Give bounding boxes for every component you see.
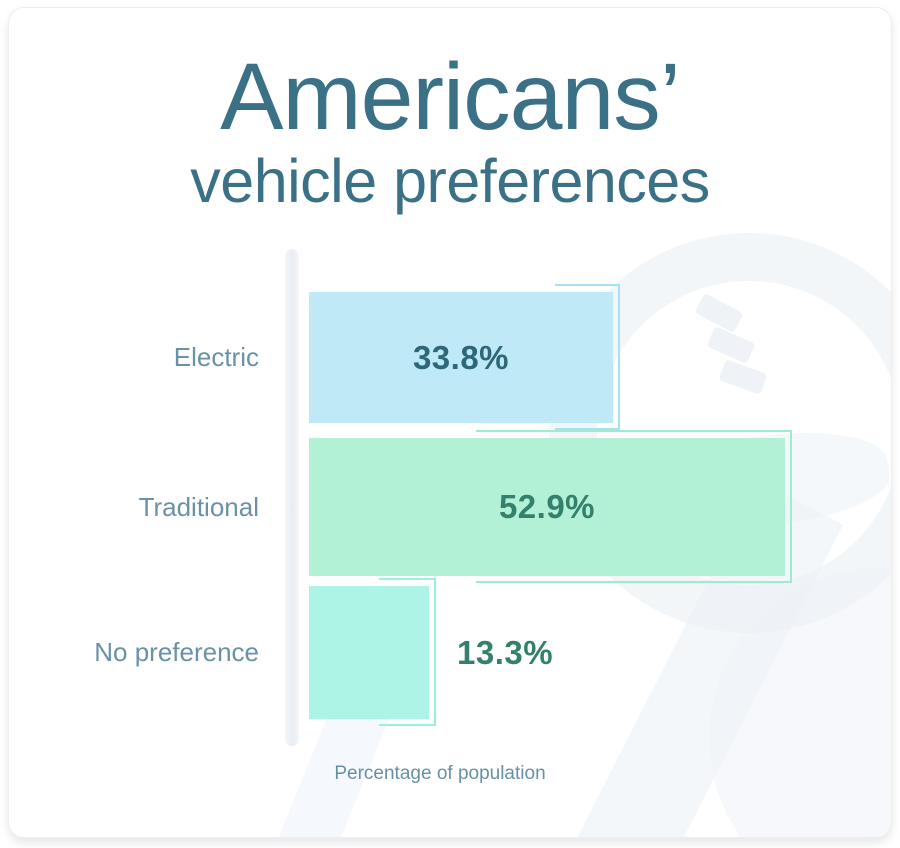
- chart-title-block: Americans’ vehicle preferences: [9, 8, 891, 212]
- category-label-no-preference: No preference: [94, 637, 259, 667]
- bar-row-electric: Electric 33.8%: [9, 284, 891, 430]
- chart-card: Americans’ vehicle preferences Electric …: [8, 7, 892, 838]
- bar-outline-decoration: [555, 284, 620, 430]
- bar-no-preference: 13.3%: [309, 578, 553, 726]
- bar-outline-decoration: [378, 578, 436, 726]
- category-label-electric: Electric: [173, 342, 259, 372]
- chart-title-main: Americans’: [220, 44, 681, 150]
- chart-title-sub: vehicle preferences: [190, 147, 710, 215]
- x-axis-label: Percentage of population: [334, 763, 546, 784]
- category-label-traditional: Traditional: [138, 491, 259, 522]
- bar-row-no-preference: No preference 13.3%: [9, 578, 891, 726]
- bar-value-electric: 33.8%: [412, 338, 510, 376]
- bar-value-no-preference: 13.3%: [457, 633, 554, 671]
- bar-row-traditional: Traditional 52.9%: [9, 430, 891, 583]
- bar-electric: 33.8%: [309, 284, 620, 430]
- bar-traditional: 52.9%: [309, 430, 792, 583]
- bar-outline-decoration: [475, 430, 792, 583]
